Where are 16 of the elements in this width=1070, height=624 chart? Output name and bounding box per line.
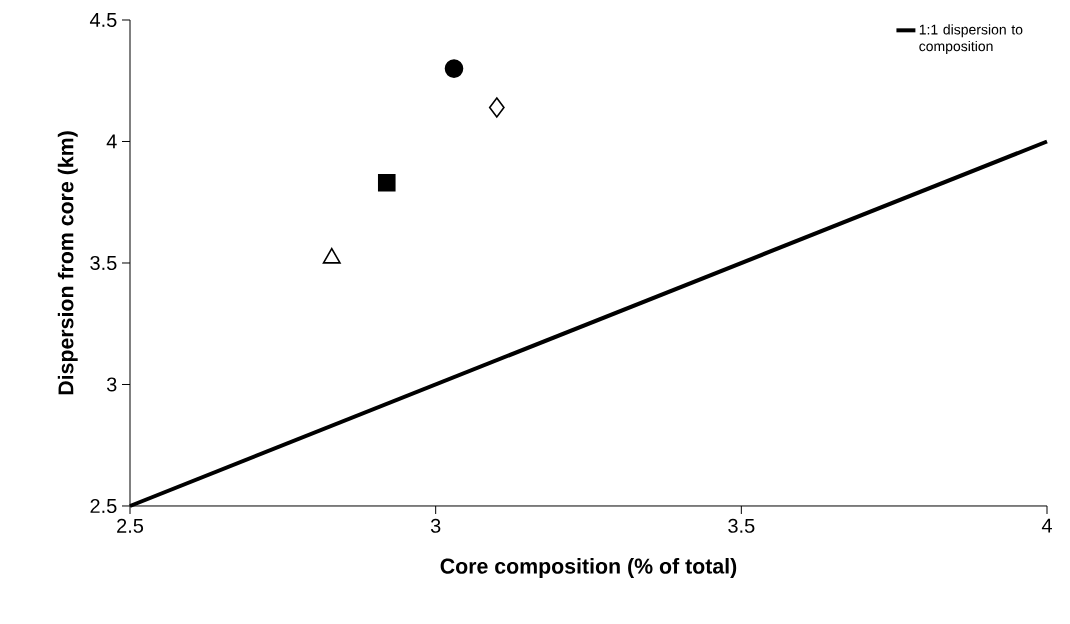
x-tick-label: 4: [1041, 518, 1052, 533]
point: [444, 59, 464, 78]
y-tick-label: 2.5: [90, 498, 117, 514]
x-tick-label: 2.5: [117, 518, 144, 533]
x-axis-title: Core composition (% of total): [440, 558, 737, 578]
legend-label: 1:1 dispersion to composition: [919, 24, 1023, 54]
x-tick-label: 3: [430, 518, 441, 533]
point: [322, 247, 341, 264]
x-tick-label: 3.5: [728, 518, 755, 533]
y-tick-label: 3.5: [90, 255, 117, 271]
point: [377, 174, 396, 192]
y-tick-label: 4.5: [89, 13, 117, 27]
y-tick-label: 3: [106, 377, 117, 392]
y-axis-title: Dispersion from core (km): [57, 131, 78, 395]
y-tick-label: 4: [106, 134, 117, 149]
point: [488, 97, 505, 118]
